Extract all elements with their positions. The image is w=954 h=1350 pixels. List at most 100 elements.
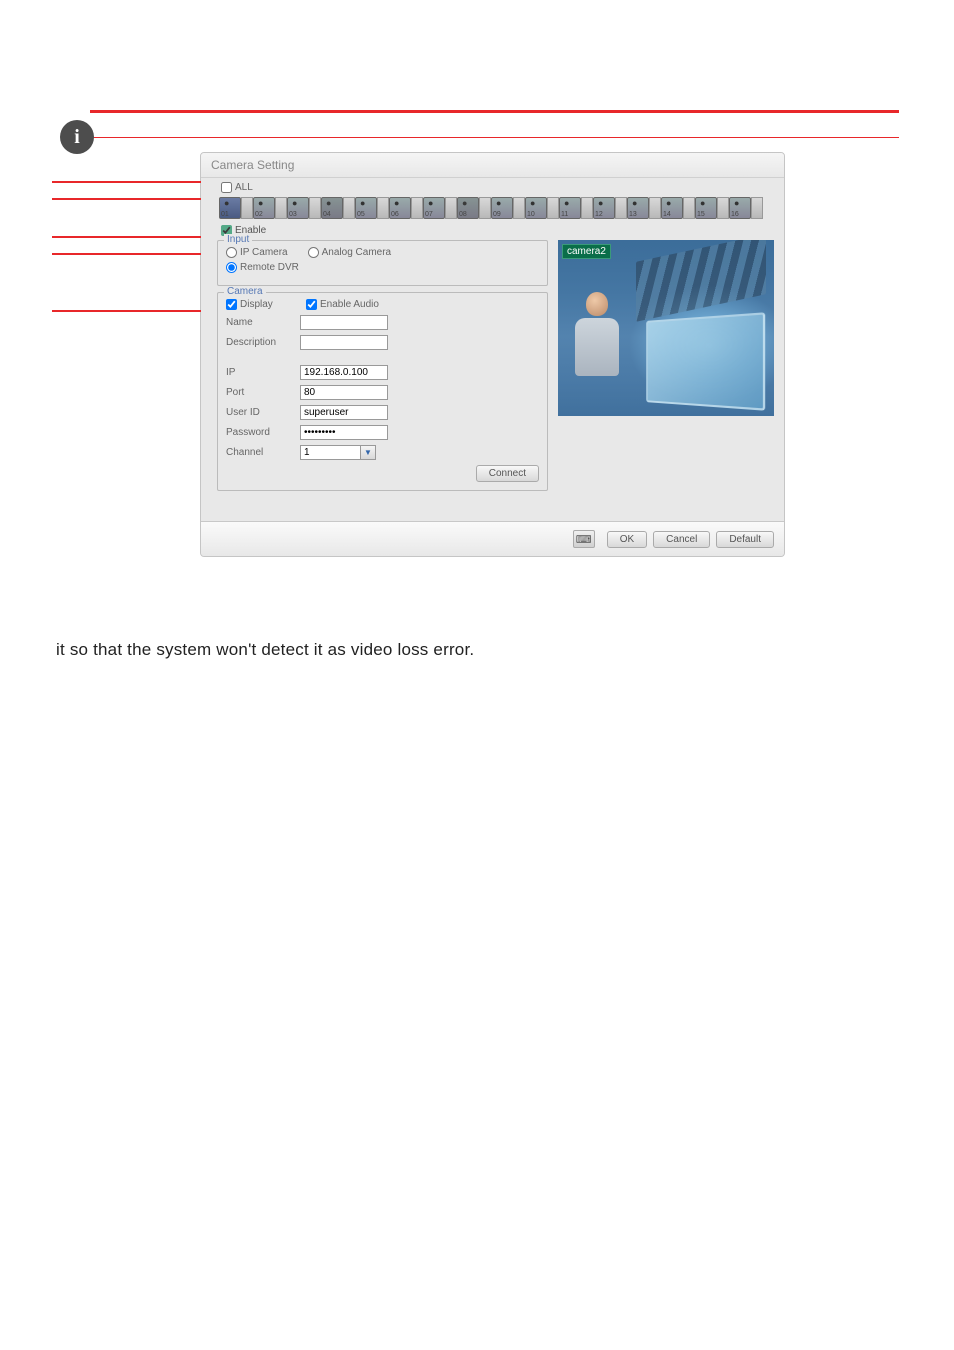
user-input[interactable] [300, 405, 388, 420]
enable-audio-checkbox[interactable]: Enable Audio [306, 299, 379, 310]
camera-chip-number: 10 [527, 211, 535, 218]
camera-chip-number: 12 [595, 211, 603, 218]
camera-chip-spacer [377, 197, 389, 219]
camera-chip-10[interactable]: 10 [525, 197, 547, 219]
camera-chip-08[interactable]: 08 [457, 197, 479, 219]
camera-chip-spacer [717, 197, 729, 219]
camera-chip-number: 02 [255, 211, 263, 218]
camera-chip-14[interactable]: 14 [661, 197, 683, 219]
camera-chip-05[interactable]: 05 [355, 197, 377, 219]
input-fieldset: Input IP Camera Analog Camera [217, 240, 548, 286]
name-input[interactable] [300, 315, 388, 330]
ok-button[interactable]: OK [607, 531, 647, 548]
ip-input[interactable] [300, 365, 388, 380]
camera-chip-spacer [275, 197, 287, 219]
top-divider [90, 110, 899, 113]
all-checkbox-input[interactable] [221, 182, 232, 193]
camera-chip-number: 05 [357, 211, 365, 218]
analog-radio-input[interactable] [308, 247, 319, 258]
camera-chip-number: 15 [697, 211, 705, 218]
enable-audio-checkbox-input[interactable] [306, 299, 317, 310]
name-label: Name [226, 317, 294, 328]
remote-dvr-radio[interactable]: Remote DVR [226, 262, 299, 273]
dialog-footer: OK Cancel Default [201, 521, 784, 556]
camera-chip-02[interactable]: 02 [253, 197, 275, 219]
cancel-button[interactable]: Cancel [653, 531, 710, 548]
ip-label: IP [226, 367, 294, 378]
channel-label: Channel [226, 447, 294, 458]
camera-chip-spacer [343, 197, 355, 219]
keyboard-icon[interactable] [573, 530, 595, 548]
preview-person [572, 292, 622, 382]
analog-camera-radio[interactable]: Analog Camera [308, 247, 391, 258]
camera-chip-spacer [513, 197, 525, 219]
camera-chip-15[interactable]: 15 [695, 197, 717, 219]
preview-pane: camera2 [558, 240, 774, 416]
camera-chip-spacer [581, 197, 593, 219]
camera-chip-spacer [683, 197, 695, 219]
display-checkbox-input[interactable] [226, 299, 237, 310]
camera-chip-11[interactable]: 11 [559, 197, 581, 219]
camera-chip-number: 04 [323, 211, 331, 218]
input-legend: Input [224, 234, 252, 245]
channel-input[interactable] [300, 445, 360, 460]
remote-dvr-radio-input[interactable] [226, 262, 237, 273]
sub-divider [90, 137, 899, 138]
camera-chip-16[interactable]: 16 [729, 197, 751, 219]
description-label: Description [226, 337, 294, 348]
camera-legend: Camera [224, 286, 266, 297]
password-label: Password [226, 427, 294, 438]
port-input[interactable] [300, 385, 388, 400]
camera-chip-number: 03 [289, 211, 297, 218]
camera-chip-number: 08 [459, 211, 467, 218]
password-input[interactable] [300, 425, 388, 440]
camera-chip-03[interactable]: 03 [287, 197, 309, 219]
camera-chip-number: 07 [425, 211, 433, 218]
camera-chip-spacer [411, 197, 423, 219]
camera-chip-12[interactable]: 12 [593, 197, 615, 219]
body-text: it so that the system won't detect it as… [56, 637, 898, 663]
ip-camera-label: IP Camera [240, 247, 288, 258]
camera-chip-row: 01 02 03 04 05 06 07 08 09 10 11 12 13 14 15 16 [219, 197, 774, 219]
camera-chip-01[interactable]: 01 [219, 197, 241, 219]
camera-chip-number: 09 [493, 211, 501, 218]
camera-chip-spacer [479, 197, 491, 219]
camera-chip-spacer [445, 197, 457, 219]
callout-lines [52, 152, 202, 557]
display-label: Display [240, 299, 273, 310]
analog-label: Analog Camera [322, 247, 391, 258]
ip-camera-radio[interactable]: IP Camera [226, 247, 288, 258]
camera-chip-spacer [241, 197, 253, 219]
camera-chip-number: 06 [391, 211, 399, 218]
enable-checkbox[interactable]: Enable [221, 225, 774, 236]
camera-chip-number: 13 [629, 211, 637, 218]
camera-chip-number: 14 [663, 211, 671, 218]
all-checkbox[interactable]: ALL [221, 182, 774, 193]
camera-chip-spacer [615, 197, 627, 219]
port-label: Port [226, 387, 294, 398]
camera-chip-number: 01 [221, 211, 229, 218]
remote-dvr-label: Remote DVR [240, 262, 299, 273]
camera-chip-09[interactable]: 09 [491, 197, 513, 219]
connect-button[interactable]: Connect [476, 465, 539, 482]
camera-chip-04[interactable]: 04 [321, 197, 343, 219]
user-label: User ID [226, 407, 294, 418]
preview-image [558, 240, 774, 416]
camera-chip-07[interactable]: 07 [423, 197, 445, 219]
camera-chip-06[interactable]: 06 [389, 197, 411, 219]
description-input[interactable] [300, 335, 388, 350]
display-checkbox[interactable]: Display [226, 299, 300, 310]
camera-chip-spacer [547, 197, 559, 219]
enable-audio-label: Enable Audio [320, 299, 379, 310]
all-label: ALL [235, 182, 253, 193]
default-button[interactable]: Default [716, 531, 774, 548]
camera-chip-spacer [751, 197, 763, 219]
camera-chip-number: 16 [731, 211, 739, 218]
dialog-title: Camera Setting [201, 153, 784, 178]
info-icon: i [60, 120, 94, 154]
camera-chip-13[interactable]: 13 [627, 197, 649, 219]
camera-setting-dialog: Camera Setting ALL 01 02 03 04 05 06 07 08 09 10 1… [200, 152, 785, 557]
ip-camera-radio-input[interactable] [226, 247, 237, 258]
camera-chip-number: 11 [561, 211, 568, 218]
channel-dropdown-button[interactable]: ▼ [360, 445, 376, 460]
